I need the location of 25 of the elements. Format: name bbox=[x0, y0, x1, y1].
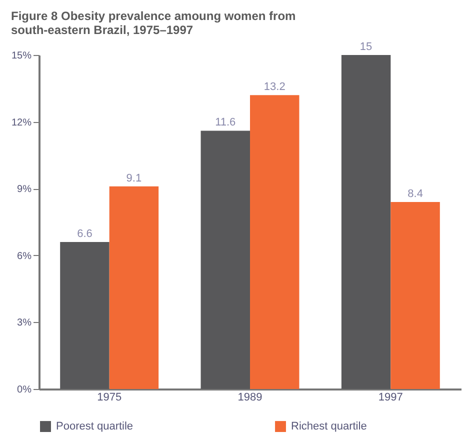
bar bbox=[250, 95, 300, 389]
data-label: 9.1 bbox=[126, 172, 142, 184]
legend-label: Poorest quartile bbox=[56, 420, 134, 433]
legend-label: Richest quartile bbox=[291, 420, 367, 433]
text: Figure 8 Obesity prevalence amoung women from bbox=[10, 9, 296, 23]
data-label: 13.2 bbox=[264, 81, 286, 94]
y-tick-label: 3% bbox=[17, 318, 32, 329]
bar bbox=[390, 202, 440, 389]
data-label: 6.6 bbox=[77, 228, 92, 240]
x-tick-label: 1989 bbox=[238, 392, 262, 404]
x-tick-label: 1975 bbox=[97, 392, 122, 404]
y-tick-label: 9% bbox=[17, 184, 32, 196]
y-tick-label: 15% bbox=[11, 50, 32, 62]
data-label: 8.4 bbox=[408, 188, 423, 200]
x-tick-label: 1997 bbox=[378, 392, 403, 404]
bar bbox=[200, 130, 250, 389]
y-tick-label: 0% bbox=[17, 384, 32, 396]
text: south-eastern Brazil, 1975–1997 bbox=[10, 23, 194, 37]
bar bbox=[341, 55, 391, 389]
bar bbox=[60, 242, 110, 389]
bar bbox=[109, 186, 159, 389]
y-tick-label: 6% bbox=[17, 250, 32, 262]
data-label: 11.6 bbox=[215, 116, 236, 129]
y-tick-label: 12% bbox=[11, 117, 32, 128]
data-label: 15 bbox=[360, 41, 372, 53]
